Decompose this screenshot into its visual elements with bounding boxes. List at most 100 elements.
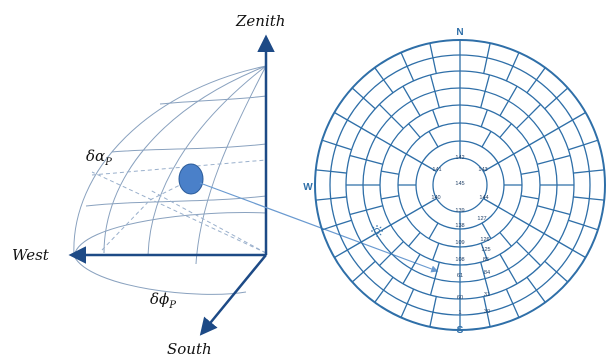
sky-spoke — [526, 276, 537, 291]
sky-spoke — [499, 100, 510, 117]
sky-spoke — [572, 249, 586, 259]
sky-spoke — [497, 206, 515, 217]
sky-spoke — [428, 130, 439, 148]
sphere-wireframe — [73, 65, 267, 295]
sky-spoke — [499, 232, 512, 247]
sky-spoke — [405, 206, 423, 217]
sky-spoke — [573, 170, 590, 174]
sky-spoke — [408, 232, 421, 247]
sky-spoke — [406, 65, 415, 82]
sky-spoke — [429, 312, 434, 327]
sky-spoke — [383, 79, 394, 94]
sky-spoke — [381, 170, 400, 175]
sky-spoke — [483, 296, 488, 313]
compass-south: S — [457, 325, 464, 336]
sky-spoke — [408, 123, 421, 138]
sky-spoke — [374, 289, 385, 303]
sky-spoke — [528, 253, 542, 267]
compass-west: W — [303, 182, 313, 193]
sky-spoke — [543, 127, 560, 138]
sky-spoke — [390, 115, 404, 129]
sky-spoke — [537, 159, 554, 165]
latitude-line — [159, 95, 267, 105]
angle-guides — [91, 159, 267, 254]
sky-spoke — [483, 57, 488, 74]
sky-spoke — [432, 109, 440, 127]
sky-spoke — [573, 196, 590, 200]
sky-spoke — [499, 123, 512, 138]
sky-spoke — [400, 52, 408, 67]
sky-spoke — [589, 197, 605, 201]
sky-spoke — [486, 43, 491, 58]
sky-spoke — [421, 197, 437, 208]
meridian-line — [195, 65, 267, 265]
sky-spoke — [535, 289, 546, 303]
sky-spoke — [520, 195, 539, 200]
cell-number: 143 — [478, 167, 487, 173]
sky-spoke — [484, 278, 491, 296]
zenith-label: Zenith — [235, 12, 285, 30]
sky-spoke — [513, 144, 530, 155]
sky-spoke — [351, 271, 364, 283]
delta-alpha-label: δαP — [86, 147, 112, 168]
sky-spoke — [568, 144, 584, 151]
sphere-outline — [73, 65, 267, 257]
cell-number: 109 — [455, 240, 464, 246]
sun-patch — [178, 163, 204, 195]
sky-spoke — [432, 57, 437, 74]
cell-number: 126 — [480, 237, 489, 243]
sky-spoke — [428, 222, 439, 240]
sky-spoke — [321, 224, 337, 231]
sky-spoke — [512, 52, 520, 67]
meridian-line — [103, 65, 267, 254]
west-label: West — [12, 246, 50, 264]
sky-spoke — [535, 67, 546, 81]
sky-spoke — [553, 154, 571, 161]
sky-spoke — [505, 288, 514, 305]
sky-spoke — [528, 224, 545, 235]
cell-number: 85 — [483, 257, 489, 263]
cell-number: 138 — [455, 223, 464, 229]
cell-number: 125 — [481, 247, 490, 253]
sky-spoke — [349, 154, 367, 161]
sky-spoke — [589, 169, 605, 173]
sky-spoke — [516, 241, 530, 255]
sky-spoke — [334, 111, 348, 121]
sky-spoke — [402, 268, 413, 285]
sky-spoke — [410, 100, 421, 117]
sky-spoke — [375, 224, 392, 235]
base-ellipse — [73, 255, 247, 295]
delta-alpha-symbol: δα — [86, 147, 105, 165]
sky-map: 142 141 143 145 140 144 139 127 138 126 … — [303, 27, 606, 336]
south-axis — [199, 254, 267, 336]
sky-spoke — [366, 159, 383, 165]
sky-spoke — [330, 196, 347, 200]
sky-spoke — [583, 224, 599, 231]
sky-spoke — [429, 74, 436, 92]
dashed-guide — [101, 199, 151, 251]
sky-spoke — [507, 268, 518, 285]
cell-number: 127 — [477, 216, 486, 222]
cell-number: 61 — [457, 273, 463, 279]
delta-phi-subscript: P — [168, 300, 176, 311]
cell-number: 139 — [455, 208, 464, 214]
sky-spoke — [347, 119, 362, 129]
cell-number: 108 — [455, 257, 464, 263]
sky-spoke — [336, 219, 352, 226]
sky-spoke — [351, 87, 364, 99]
sky-spoke — [481, 130, 492, 148]
latitude-line — [111, 143, 267, 153]
sky-spoke — [513, 215, 530, 226]
sun-icon — [371, 225, 383, 237]
sky-spoke — [484, 74, 491, 92]
south-label: South — [167, 340, 212, 358]
sky-spoke — [406, 288, 415, 305]
sky-spoke — [543, 232, 560, 243]
sky-spoke — [381, 195, 400, 200]
sky-spoke — [516, 115, 530, 129]
sky-spoke — [390, 144, 407, 155]
sky-spoke — [321, 139, 337, 146]
cell-number: 31 — [484, 292, 490, 298]
sky-spoke — [434, 91, 440, 108]
sky-spoke — [558, 119, 573, 129]
